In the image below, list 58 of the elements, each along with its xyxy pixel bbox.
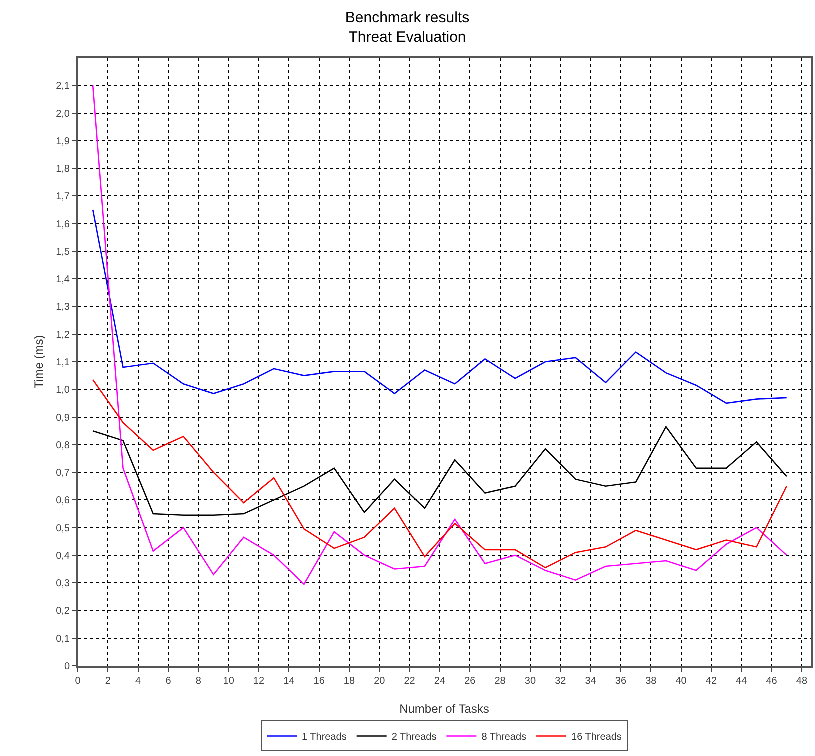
legend-label: 16 Threads <box>572 732 622 744</box>
x-tick-label: 28 <box>494 676 506 687</box>
y-tick-label: 0 <box>64 662 70 672</box>
y-tick-label: 1,5 <box>56 246 70 258</box>
x-tick-label: 14 <box>284 676 296 687</box>
y-tick-label: 0,8 <box>56 440 70 452</box>
x-tick-label: 18 <box>344 676 356 687</box>
y-tick-label: 1,1 <box>56 358 70 368</box>
x-tick-label: 46 <box>766 676 778 687</box>
line-series <box>92 209 788 404</box>
legend-label: 2 Threads <box>392 732 437 744</box>
x-tick-label: 26 <box>464 676 476 687</box>
x-tick-label: 16 <box>314 676 326 687</box>
line-series <box>92 84 788 586</box>
y-tick-label: 0,4 <box>56 550 70 562</box>
y-tick-label: 1,7 <box>56 192 70 203</box>
legend-label: 1 Threads <box>302 732 347 744</box>
y-tick-label: 2,1 <box>56 81 70 92</box>
y-tick-label: 0,1 <box>56 634 70 645</box>
y-tick-label: 0,2 <box>56 606 70 618</box>
x-tick-label: 32 <box>555 676 567 687</box>
x-tick-label: 4 <box>136 676 142 687</box>
line-series <box>92 379 788 569</box>
y-tick-label: 0,6 <box>56 496 70 507</box>
x-tick-label: 6 <box>166 676 172 687</box>
legend-label: 8 Threads <box>482 732 527 744</box>
y-tick-label: 1,3 <box>56 302 70 314</box>
x-tick-label: 30 <box>524 676 536 687</box>
y-tick-label: 1,8 <box>56 164 70 176</box>
x-tick-label: 8 <box>196 676 202 687</box>
x-tick-label: 42 <box>706 676 718 687</box>
x-tick-label: 34 <box>585 676 597 687</box>
x-tick-label: 10 <box>223 676 235 687</box>
x-tick-label: 20 <box>374 676 386 687</box>
y-tick-label: 1,0 <box>56 385 70 396</box>
x-tick-label: 44 <box>736 676 748 687</box>
x-tick-label: 38 <box>646 676 658 687</box>
x-tick-label: 24 <box>434 676 446 687</box>
y-tick-label: 0,3 <box>56 578 70 590</box>
x-tick-label: 36 <box>615 676 627 687</box>
x-tick-label: 12 <box>253 676 265 687</box>
y-tick-label: 2,0 <box>56 108 70 120</box>
x-tick-label: 22 <box>404 676 416 687</box>
y-tick-label: 1,9 <box>56 136 70 148</box>
chart-subtitle: Threat Evaluation <box>348 29 466 46</box>
y-tick-label: 1,4 <box>56 274 70 286</box>
x-tick-label: 0 <box>75 676 82 687</box>
y-tick-label: 1,2 <box>56 330 70 341</box>
y-tick-label: 0,5 <box>56 523 70 534</box>
y-tick-label: 0,7 <box>56 468 70 480</box>
x-axis-title: Number of Tasks <box>400 702 490 716</box>
chart-title: Benchmark results <box>345 10 470 27</box>
y-tick-label: 1,6 <box>56 219 70 230</box>
x-tick-label: 48 <box>796 676 808 687</box>
x-tick-label: 2 <box>105 676 112 687</box>
y-tick-label: 0,9 <box>56 412 70 424</box>
y-axis-title: Time (ms) <box>32 335 46 389</box>
x-tick-label: 40 <box>676 676 688 687</box>
